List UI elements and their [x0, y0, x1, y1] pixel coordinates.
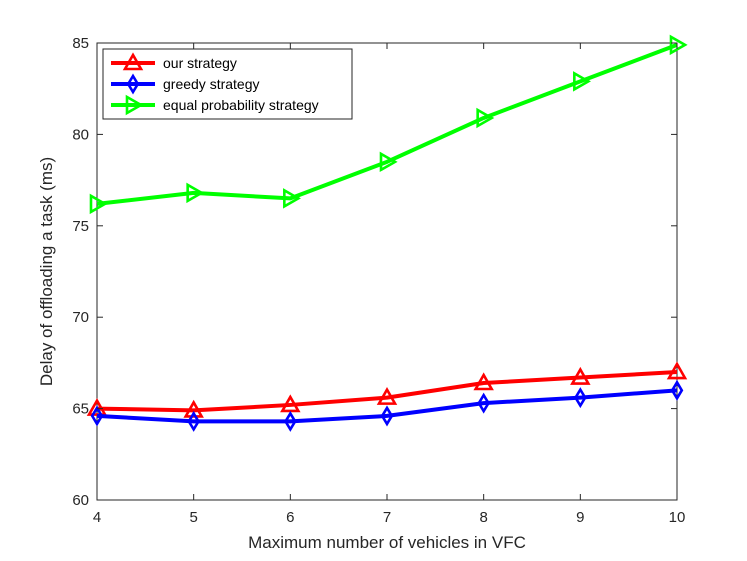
y-axis-ticks: 60 65 70 75 80 85 [72, 35, 677, 509]
legend: our strategy greedy strategy equal probabi… [102, 48, 353, 120]
y-tick-label: 85 [72, 35, 89, 52]
data-point [183, 399, 204, 418]
legend-label: our strategy [163, 55, 237, 71]
x-tick-label: 10 [669, 509, 686, 526]
y-axis-label: Delay of offloading a task (ms) [37, 157, 56, 386]
legend-marker [125, 94, 144, 116]
legend-item: equal probability strategy [111, 94, 319, 116]
x-tick-label: 6 [286, 509, 294, 526]
x-tick-label: 8 [479, 509, 487, 526]
y-tick-label: 80 [72, 126, 89, 143]
data-point [283, 188, 301, 209]
legend-item: our strategy [111, 52, 237, 71]
data-point [670, 379, 684, 401]
series-line [96, 370, 678, 413]
data-point [187, 410, 200, 432]
data-point [669, 34, 688, 56]
x-axis-ticks: 4 5 6 7 8 9 10 [93, 43, 686, 526]
data-point [376, 387, 398, 405]
y-tick-label: 75 [72, 218, 89, 235]
data-point [573, 71, 591, 92]
data-point [666, 361, 688, 380]
x-axis-label: Maximum number of vehicles in VFC [248, 533, 526, 552]
data-point [473, 372, 494, 391]
y-tick-label: 70 [72, 309, 89, 326]
x-tick-label: 7 [383, 509, 391, 526]
data-point [380, 405, 394, 427]
data-point [570, 366, 591, 385]
y-tick-label: 60 [72, 492, 89, 509]
x-tick-label: 5 [189, 509, 197, 526]
legend-label: equal probability strategy [163, 97, 319, 113]
series-equal-probability-strategy [89, 34, 688, 215]
data-point [86, 397, 108, 416]
data-point [476, 107, 495, 129]
legend-marker [126, 73, 140, 95]
legend-label: greedy strategy [163, 76, 260, 92]
series-line [96, 42, 678, 206]
x-tick-label: 9 [576, 509, 584, 526]
series-greedy-strategy [90, 379, 684, 432]
series-our-strategy [86, 361, 688, 418]
data-point [574, 387, 587, 409]
data-point [90, 405, 104, 427]
data-point [284, 410, 297, 432]
y-tick-label: 65 [72, 401, 89, 418]
series-line [96, 388, 678, 424]
legend-marker [122, 52, 144, 71]
data-point [477, 392, 490, 414]
data-point [186, 182, 205, 204]
data-point [89, 193, 108, 215]
x-tick-label: 4 [93, 509, 101, 526]
data-point [379, 151, 398, 173]
legend-item: greedy strategy [111, 73, 260, 95]
